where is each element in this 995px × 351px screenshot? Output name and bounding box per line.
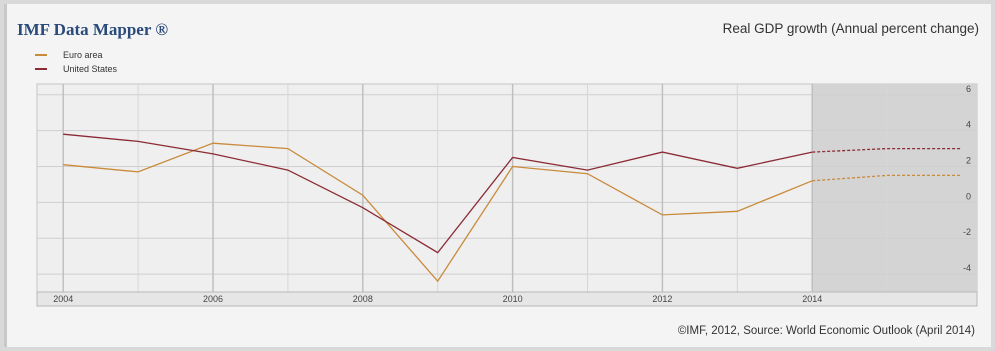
x-tick-label: 2012 <box>652 294 672 304</box>
data-point-united-states[interactable] <box>135 138 141 144</box>
data-point-euro-area[interactable] <box>884 172 890 178</box>
data-point-euro-area[interactable] <box>60 162 66 168</box>
data-point-united-states[interactable] <box>734 165 740 171</box>
series-line-united-states[interactable] <box>63 133 813 254</box>
x-axis-ticks: 2004 2006 2008 2010 2012 2014 <box>53 294 822 304</box>
data-point-euro-area[interactable] <box>285 146 291 152</box>
data-point-euro-area[interactable] <box>959 172 965 178</box>
x-tick-label: 2006 <box>203 294 223 304</box>
x-tick-label: 2010 <box>503 294 523 304</box>
series-projection-euro-area[interactable] <box>812 174 962 182</box>
data-point-united-states[interactable] <box>60 131 66 137</box>
y-axis-ticks: 6 4 2 0 -2 -4 <box>963 84 971 273</box>
legend-item-euro-area[interactable]: Euro area <box>35 48 117 62</box>
grid-lines <box>37 84 977 292</box>
series-lines <box>60 131 965 284</box>
series-line-euro-area[interactable] <box>63 142 813 283</box>
line-chart: 2004 2006 2008 2010 2012 2014 6 4 2 0 -2 -4 <box>36 83 978 307</box>
y-tick-label: -2 <box>963 227 971 237</box>
chart-title: Real GDP growth (Annual percent change) <box>722 21 979 36</box>
data-point-united-states[interactable] <box>959 146 965 152</box>
data-point-euro-area[interactable] <box>210 140 216 146</box>
y-tick-label: 4 <box>966 120 971 130</box>
data-point-united-states[interactable] <box>884 146 890 152</box>
data-point-euro-area[interactable] <box>734 208 740 214</box>
data-point-euro-area[interactable] <box>135 169 141 175</box>
legend-label-united-states: United States <box>63 64 118 74</box>
y-tick-label: 6 <box>966 84 971 94</box>
legend-swatch-euro-area <box>35 54 47 56</box>
y-tick-label: 2 <box>966 155 971 165</box>
x-axis-band <box>36 291 978 307</box>
data-point-united-states[interactable] <box>510 155 516 161</box>
brand-title[interactable]: IMF Data Mapper ® <box>17 20 169 39</box>
data-point-united-states[interactable] <box>809 149 815 155</box>
data-point-euro-area[interactable] <box>360 192 366 198</box>
data-point-euro-area[interactable] <box>659 212 665 218</box>
data-point-euro-area[interactable] <box>510 163 516 169</box>
data-point-euro-area[interactable] <box>809 178 815 184</box>
data-point-united-states[interactable] <box>210 151 216 157</box>
data-point-united-states[interactable] <box>435 250 441 256</box>
x-tick-label: 2008 <box>353 294 373 304</box>
chart-frame: IMF Data Mapper ® Real GDP growth (Annua… <box>4 4 991 347</box>
data-point-united-states[interactable] <box>360 205 366 211</box>
legend: Euro area United States <box>35 48 117 76</box>
projection-shade <box>812 84 977 292</box>
legend-item-united-states[interactable]: United States <box>35 62 117 76</box>
data-point-united-states[interactable] <box>285 167 291 173</box>
y-tick-label: 0 <box>966 191 971 201</box>
x-tick-label: 2004 <box>53 294 73 304</box>
data-point-euro-area[interactable] <box>435 278 441 284</box>
legend-label-euro-area: Euro area <box>63 50 103 60</box>
legend-swatch-united-states <box>35 68 47 70</box>
data-point-united-states[interactable] <box>659 149 665 155</box>
x-tick-label: 2014 <box>802 294 822 304</box>
data-point-united-states[interactable] <box>585 167 591 173</box>
source-credit: ©IMF, 2012, Source: World Economic Outlo… <box>677 325 975 337</box>
y-tick-label: -4 <box>963 263 971 273</box>
